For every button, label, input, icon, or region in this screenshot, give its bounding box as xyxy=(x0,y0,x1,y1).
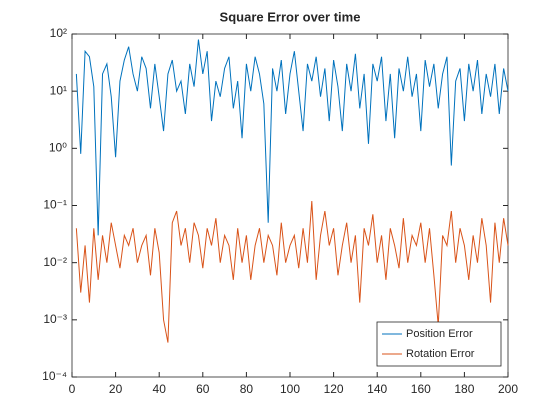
x-tick-label: 20 xyxy=(109,382,123,396)
x-tick-label: 180 xyxy=(454,382,474,396)
y-tick-label: 10² xyxy=(50,26,67,40)
x-tick-label: 60 xyxy=(196,382,210,396)
legend-box xyxy=(376,321,502,367)
x-tick-label: 120 xyxy=(324,382,344,396)
x-tick-label: 140 xyxy=(367,382,387,396)
chart-title: Square Error over time xyxy=(220,9,361,24)
y-tick-label: 10⁻³ xyxy=(43,312,67,326)
x-tick-label: 200 xyxy=(498,382,518,396)
x-tick-label: 40 xyxy=(153,382,167,396)
y-tick-label: 10⁻¹ xyxy=(43,198,67,212)
x-tick-label: 80 xyxy=(240,382,254,396)
x-tick-label: 100 xyxy=(280,382,300,396)
y-tick-label: 10⁻² xyxy=(43,255,67,269)
data-line xyxy=(75,200,509,343)
legend-label: Position Error xyxy=(406,328,473,340)
y-tick-label: 10⁰ xyxy=(49,141,67,155)
data-line xyxy=(75,39,509,236)
y-tick-label: 10¹ xyxy=(50,83,67,97)
x-tick-label: 160 xyxy=(411,382,431,396)
plot-box xyxy=(71,33,509,378)
legend-label: Rotation Error xyxy=(406,348,475,360)
x-tick-label: 0 xyxy=(69,382,76,396)
y-tick-label: 10⁻⁴ xyxy=(42,369,67,383)
